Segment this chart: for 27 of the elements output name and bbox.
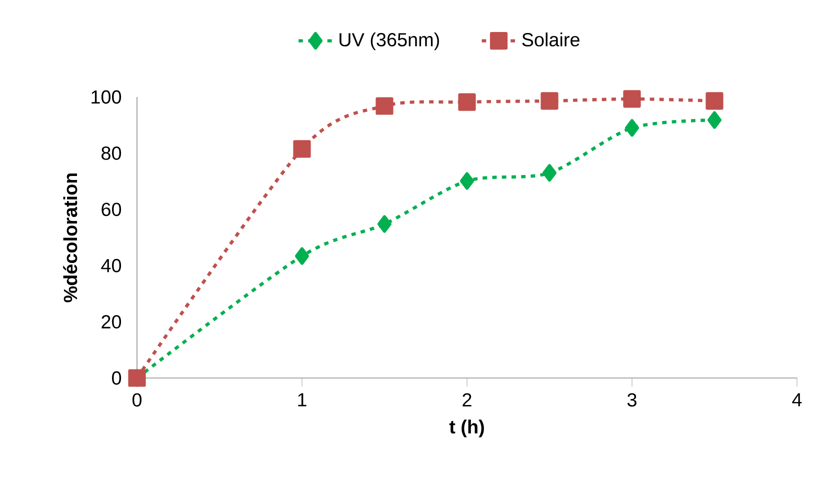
- point: [458, 93, 476, 111]
- y-tick-label: 80: [102, 146, 122, 160]
- point: [378, 215, 392, 233]
- point: [460, 172, 474, 190]
- point: [540, 92, 558, 110]
- y-tick-label: 0: [112, 371, 122, 385]
- x-tick-label: 4: [792, 393, 802, 406]
- y-tick-label: 20: [102, 315, 122, 329]
- point: [293, 140, 311, 158]
- y-tick-label: 100: [92, 90, 122, 104]
- x-tick-label: 3: [627, 393, 636, 407]
- point: [542, 164, 556, 182]
- y-tick-label: 60: [102, 202, 122, 216]
- point: [295, 247, 309, 265]
- x-tick-label: 0: [132, 393, 142, 407]
- y-axis-title: %décoloration: [63, 173, 78, 302]
- legend-label: Solaire: [522, 32, 580, 46]
- point: [623, 90, 641, 108]
- x-axis-title: t (h): [449, 420, 484, 438]
- point: [706, 92, 724, 110]
- x-tick-label: 2: [462, 393, 472, 406]
- y-tick-label: 40: [101, 258, 122, 272]
- x-tick-label: 1: [298, 393, 306, 406]
- point: [624, 119, 639, 137]
- point: [707, 111, 722, 129]
- legend-label: UV (365nm): [340, 32, 439, 50]
- point: [376, 97, 394, 115]
